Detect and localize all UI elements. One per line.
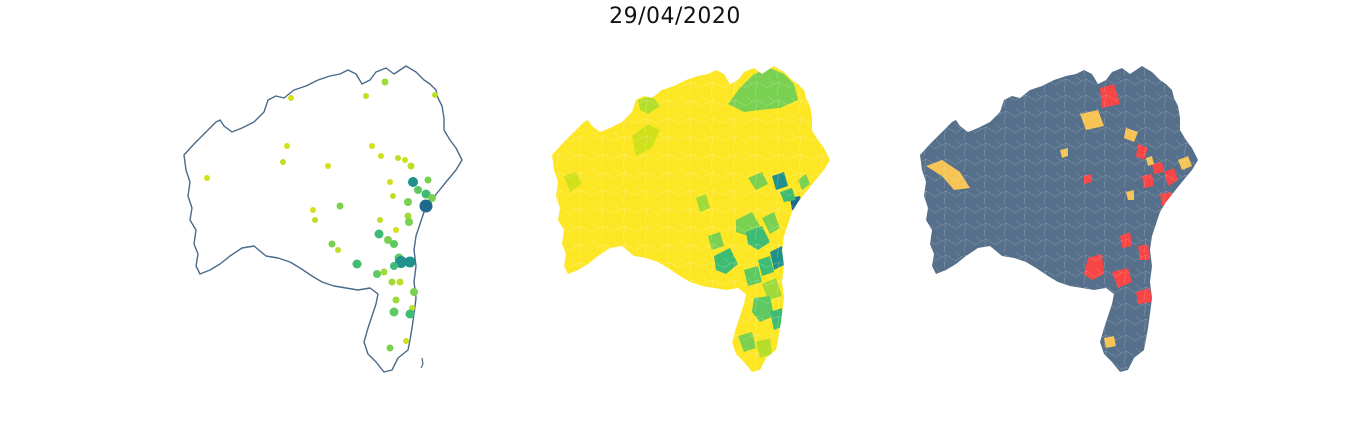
city-bubble [388, 278, 396, 286]
city-bubble [410, 288, 418, 296]
city-bubble [396, 278, 404, 286]
choropleth-regions [552, 66, 830, 372]
bubble-map [183, 65, 463, 373]
city-bubble [403, 338, 409, 344]
city-bubble [428, 194, 436, 202]
city-bubble [325, 163, 331, 169]
case-bubbles [204, 78, 438, 352]
city-bubble [409, 305, 415, 311]
city-bubble [390, 240, 398, 248]
status-regions [920, 66, 1198, 372]
city-bubble [204, 175, 210, 181]
city-bubble [378, 153, 384, 159]
choropleth-map-panel [548, 60, 838, 380]
city-bubble [395, 155, 401, 161]
city-bubble [380, 268, 388, 276]
city-bubble [312, 217, 318, 223]
city-bubble [405, 218, 413, 226]
city-bubble [280, 159, 286, 165]
city-bubble [374, 229, 384, 239]
city-bubble [384, 236, 392, 244]
city-bubble [405, 309, 415, 319]
city-bubble [390, 262, 398, 270]
city-bubble [419, 199, 433, 213]
city-bubble [389, 307, 399, 317]
status-map-panel [916, 60, 1206, 380]
choropleth-map [552, 66, 830, 372]
city-bubble [432, 92, 438, 98]
city-bubble [369, 143, 375, 149]
status-map [920, 66, 1198, 372]
city-bubble [387, 179, 393, 185]
city-bubble [414, 186, 422, 194]
city-bubble [288, 95, 294, 101]
city-bubble [404, 212, 412, 220]
city-bubble [393, 227, 399, 233]
city-bubble [381, 78, 389, 86]
city-bubble [421, 189, 431, 199]
city-bubble [402, 157, 408, 163]
city-bubble [424, 176, 432, 184]
city-bubble [408, 177, 418, 187]
city-bubble [373, 270, 381, 278]
bubble-map-panel [180, 60, 470, 380]
island-outline [420, 357, 424, 369]
city-bubble [352, 259, 362, 269]
city-bubble [390, 193, 396, 199]
city-bubble [386, 344, 394, 352]
city-bubble [336, 202, 344, 210]
city-bubble [377, 217, 383, 223]
city-bubble [284, 143, 290, 149]
city-bubble [404, 198, 412, 206]
figure-title: 29/04/2020 [609, 4, 741, 29]
city-bubble [395, 256, 407, 268]
state-outline [183, 65, 463, 373]
city-bubble [407, 162, 415, 170]
city-bubble [404, 256, 416, 268]
city-bubble [310, 207, 316, 213]
city-bubble [363, 93, 369, 99]
city-bubble [392, 296, 400, 304]
city-bubble [335, 247, 341, 253]
city-bubble [328, 240, 336, 248]
